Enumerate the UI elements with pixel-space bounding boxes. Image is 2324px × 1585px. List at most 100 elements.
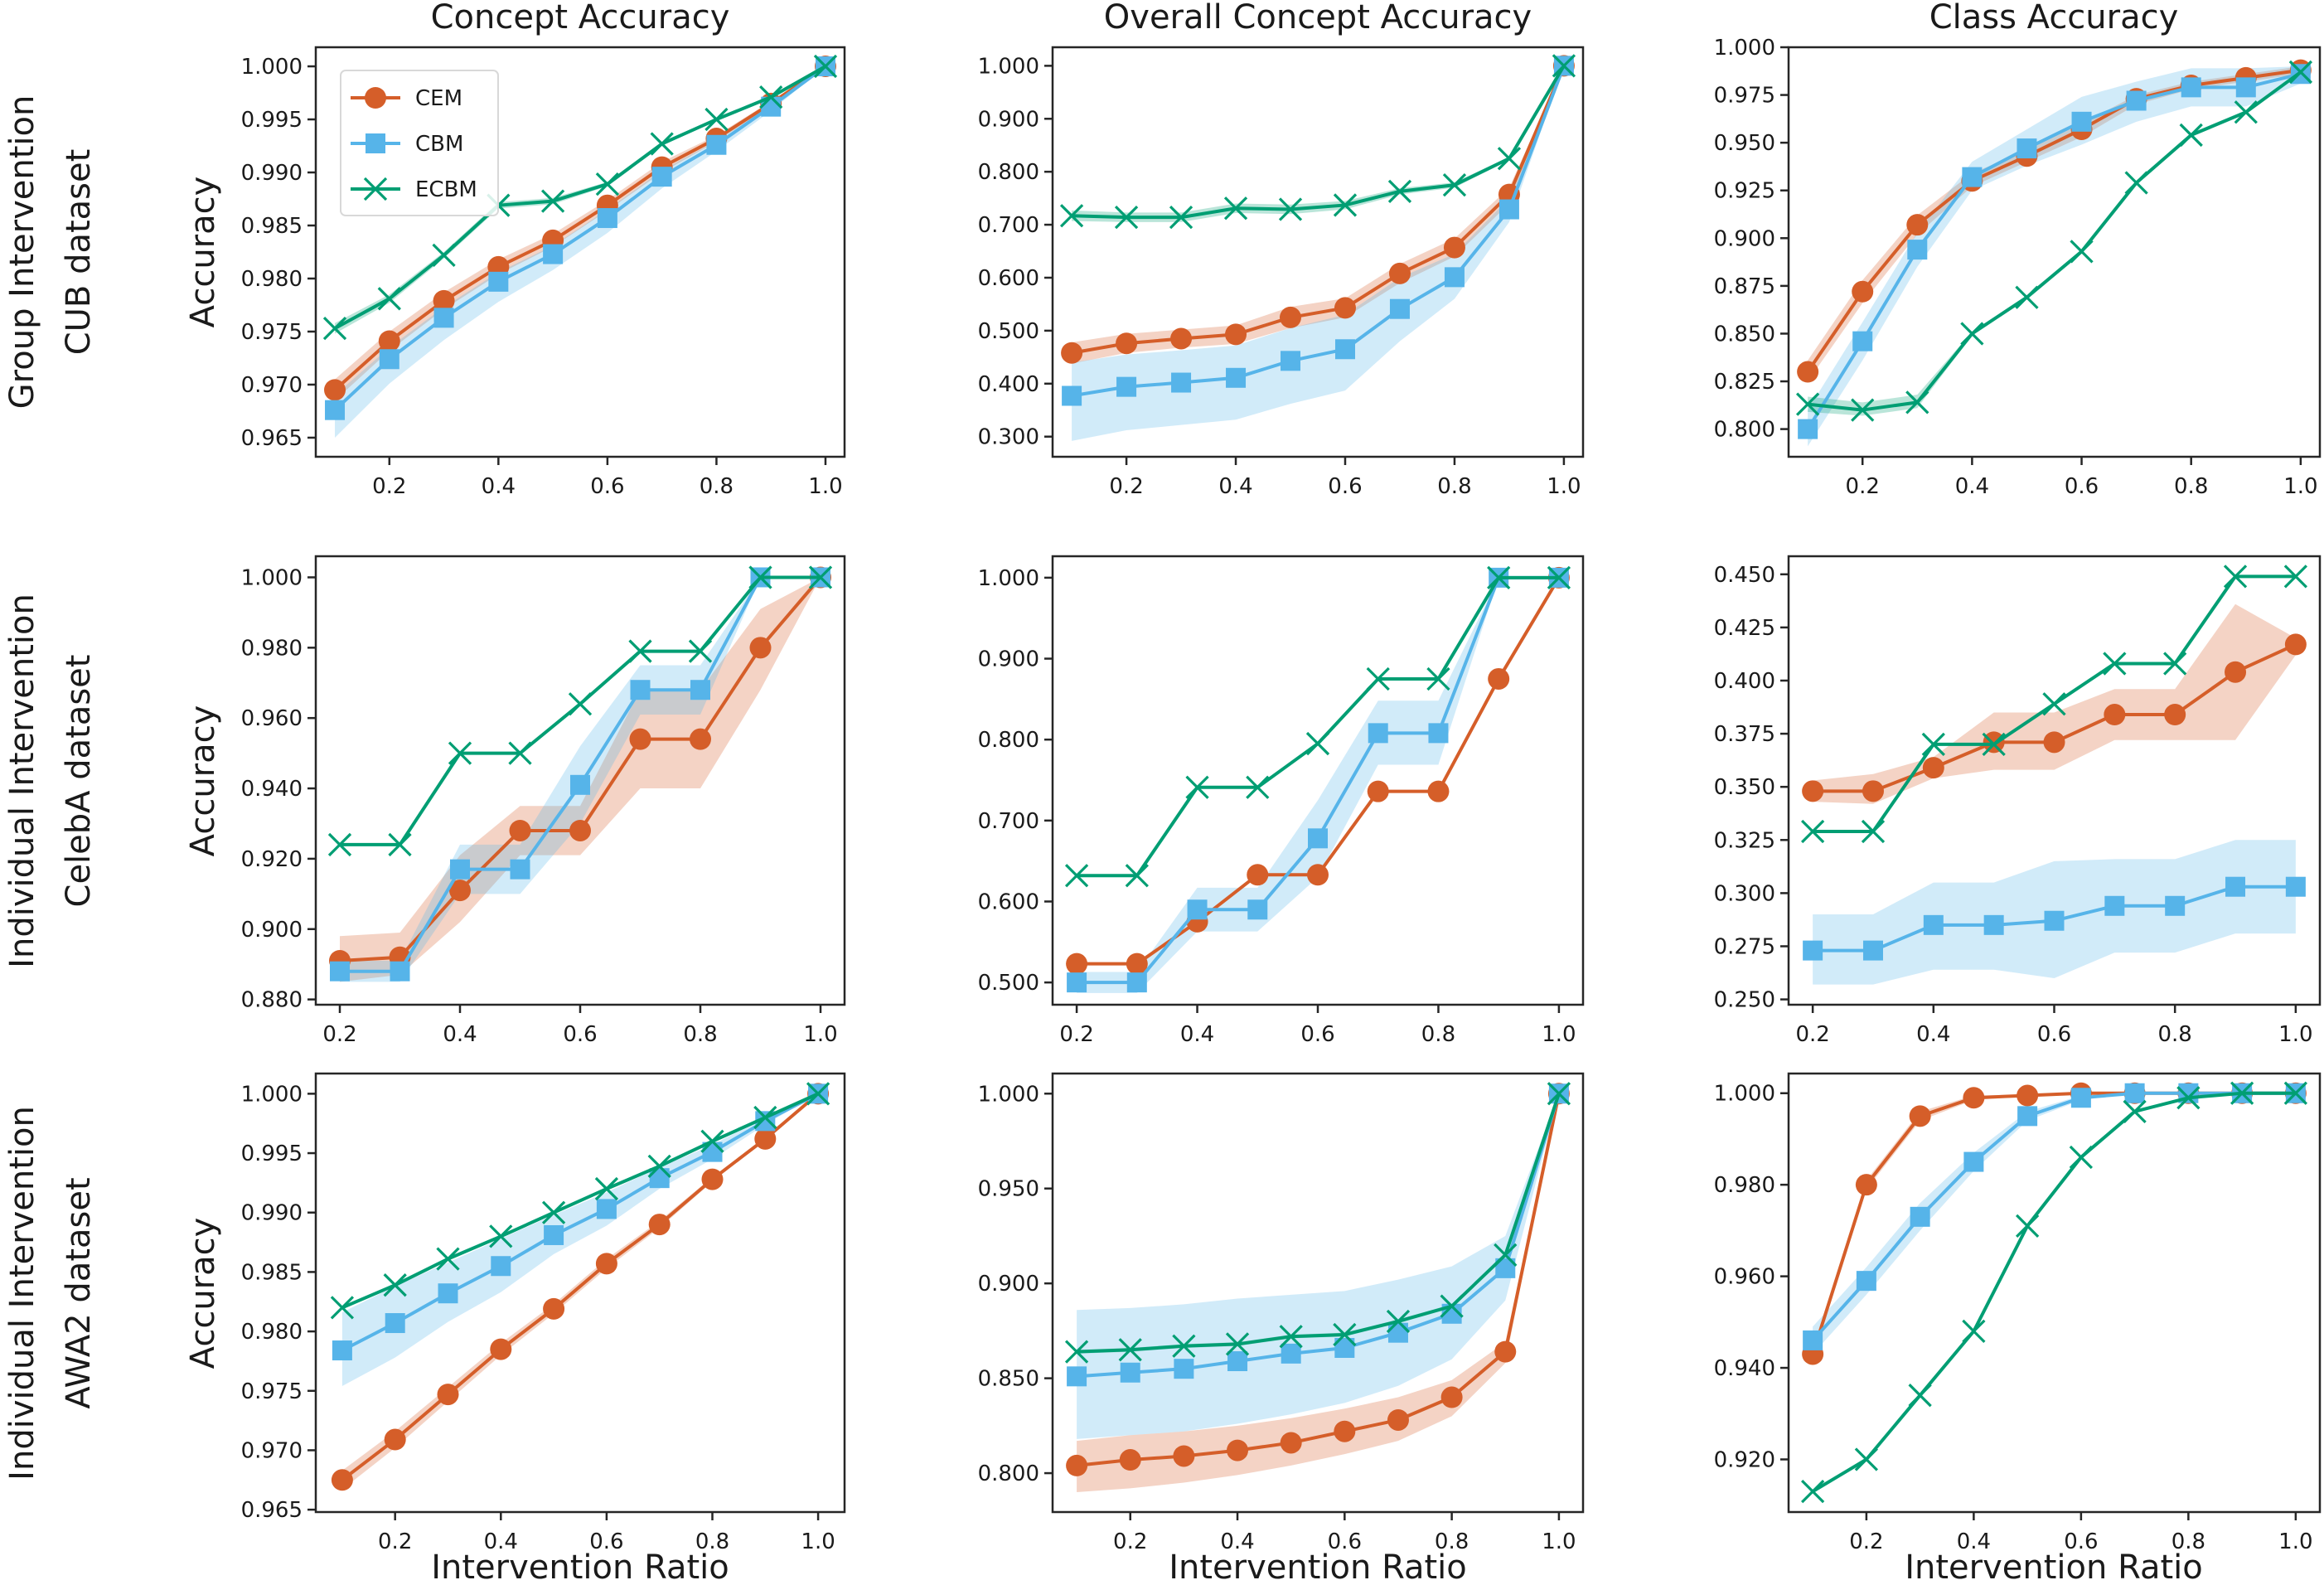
plot-area	[1801, 565, 2307, 985]
data-point-ecbm	[2283, 1081, 2307, 1105]
x-tick-label: 0.2	[372, 474, 406, 499]
series-markers-cbm	[1803, 1083, 2306, 1350]
data-point-cem	[690, 728, 711, 750]
axes-frame	[1051, 46, 1585, 458]
series-markers-ecbm	[327, 565, 833, 857]
data-point-cbm	[690, 680, 710, 700]
data-point-cem	[749, 637, 772, 659]
data-point-ecbm	[330, 1296, 355, 1320]
y-tick-label: 0.250	[1714, 988, 1775, 1013]
plot-area	[1801, 1081, 2307, 1504]
data-point-cem	[1119, 1449, 1141, 1471]
y-tick-label: 1.000	[978, 566, 1039, 591]
confidence-band-cbm	[1077, 577, 1559, 993]
data-point-ecbm	[2223, 565, 2248, 589]
y-tick-label: 0.980	[241, 267, 303, 292]
data-point-cem	[1066, 952, 1088, 975]
y-tick-label: 0.980	[241, 636, 303, 661]
data-point-cem	[1334, 1420, 1356, 1442]
data-point-cem	[433, 289, 455, 312]
confidence-band-cem	[1813, 1093, 2296, 1360]
y-tick-label: 0.965	[241, 1498, 303, 1523]
y-tick-label: 0.850	[1714, 322, 1775, 347]
data-point-cem	[378, 330, 400, 352]
y-axis-label-row3: Accuracy	[184, 1218, 222, 1369]
axes-frame	[314, 46, 846, 458]
legend-label-cbm: CBM	[415, 132, 463, 157]
data-point-cem	[1443, 236, 1465, 259]
data-point-cbm	[1498, 199, 1519, 220]
data-point-cbm	[1067, 972, 1087, 993]
data-point-cem	[1488, 667, 1510, 690]
x-tick-label: 1.0	[803, 1022, 837, 1047]
data-point-cbm	[1067, 1366, 1087, 1387]
data-point-ecbm	[1279, 1325, 1303, 1349]
data-point-cbm	[1856, 1271, 1876, 1292]
data-point-cem	[1387, 1408, 1409, 1431]
y-tick-label: 1.000	[1714, 36, 1775, 61]
data-point-cbm	[1226, 367, 1247, 388]
data-point-cbm	[543, 244, 564, 264]
data-point-ecbm	[1982, 732, 2006, 757]
y-tick-label: 1.000	[241, 55, 303, 80]
data-point-ecbm	[700, 1129, 724, 1153]
y-tick-label: 0.940	[241, 777, 303, 802]
y-tick-label: 0.825	[1714, 370, 1775, 395]
data-point-cbm	[1334, 339, 1355, 360]
data-point-cem	[2043, 731, 2065, 754]
y-tick-label: 0.500	[978, 971, 1039, 996]
data-point-ecbm	[489, 1224, 513, 1248]
y-tick-label: 0.300	[978, 425, 1039, 450]
legend-entry-cbm: CBM	[351, 132, 463, 157]
legend-entry-cem: CEM	[351, 86, 462, 111]
data-point-cbm	[332, 1340, 352, 1361]
y-tick-label: 0.985	[241, 1260, 303, 1285]
panel-cub-class-accuracy: 0.2 0.4 0.6 0.8 1.0 0.800 0.825 0.850 0.875 0.900…	[1714, 36, 2322, 499]
panel-celeba-concept-accuracy: 0.2 0.4 0.6 0.8 1.0 0.880 0.900 0.920 0.940 0.960…	[241, 555, 846, 1047]
row-title-cub: Group Intervention CUB dataset	[3, 95, 98, 410]
x-tick-label: 0.8	[2158, 1022, 2192, 1047]
data-point-cbm	[510, 859, 530, 880]
y-tick-label: 0.600	[978, 889, 1039, 914]
x-tick-label: 0.6	[2037, 1022, 2071, 1047]
x-tick-label: 0.2	[1795, 1022, 1829, 1047]
y-tick-label: 0.925	[1714, 179, 1775, 204]
y-tick-label: 0.350	[1714, 775, 1775, 800]
y-tick-label: 0.900	[978, 1272, 1039, 1297]
data-point-cbm	[1308, 828, 1328, 849]
series-line-cem	[341, 1092, 820, 1481]
data-point-ecbm	[594, 1176, 619, 1201]
axes-frame	[1051, 1072, 1585, 1514]
series-line-ecbm	[1812, 1091, 2296, 1493]
data-point-ecbm	[1795, 392, 1820, 416]
data-point-cbm	[1910, 1206, 1930, 1227]
data-point-ecbm	[1278, 197, 1303, 221]
column-title-overall-concept-accuracy: Overall Concept Accuracy	[1104, 0, 1532, 36]
series-line-cbm	[1077, 575, 1559, 985]
data-point-cbm	[596, 1199, 617, 1219]
data-point-cem	[1855, 1174, 1877, 1196]
x-tick-label: 0.6	[589, 1529, 623, 1554]
series-markers-ecbm	[330, 1082, 830, 1320]
data-point-cbm	[1187, 899, 1208, 920]
data-point-ecbm	[813, 54, 838, 79]
legend-marker-cem	[365, 87, 386, 109]
data-point-cbm	[2235, 77, 2256, 98]
data-point-cem	[648, 1214, 671, 1236]
series-line-cem	[1077, 576, 1561, 966]
series-line-ecbm	[1077, 1093, 1561, 1354]
data-point-cem	[629, 728, 651, 750]
data-point-cem	[324, 379, 346, 401]
data-point-cbm	[570, 774, 590, 795]
data-point-cem	[2017, 1084, 2039, 1107]
y-tick-label: 0.920	[1714, 1447, 1775, 1472]
data-point-ecbm	[1064, 864, 1089, 888]
data-point-ecbm	[540, 189, 565, 213]
data-point-cbm	[2071, 111, 2092, 132]
data-point-cbm	[1389, 298, 1410, 319]
data-point-ecbm	[1114, 206, 1139, 230]
x-tick-label: 0.4	[1218, 474, 1252, 499]
row-title-celeba: Individual Intervention CelebA dataset	[3, 594, 98, 968]
x-tick-label: 0.4	[1916, 1022, 1950, 1047]
x-tick-label: 0.2	[322, 1022, 356, 1047]
